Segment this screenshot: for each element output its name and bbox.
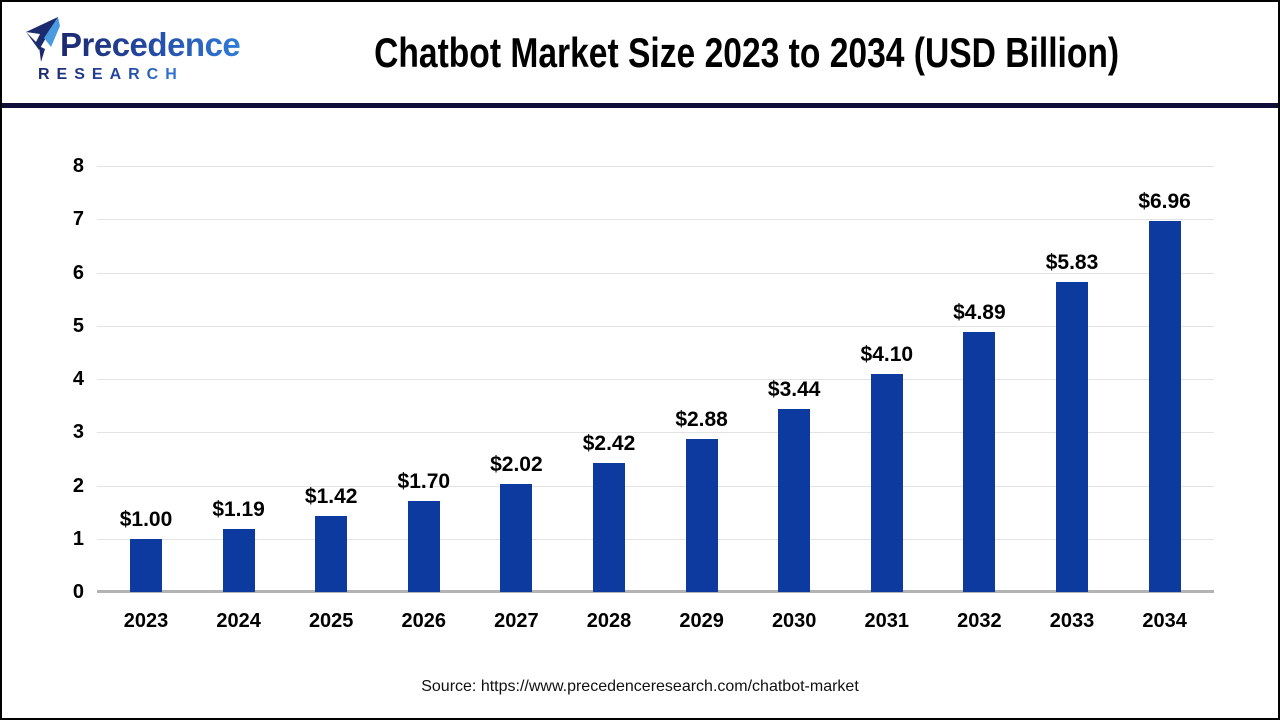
- bar-2028: [593, 463, 625, 592]
- bar-2030: [778, 408, 811, 592]
- bar-2025: [315, 516, 348, 592]
- gridline: [97, 485, 1214, 487]
- chart-title: Chatbot Market Size 2023 to 2034 (USD Bi…: [374, 28, 1120, 76]
- y-axis-tick-label: 2: [72, 474, 84, 497]
- x-axis-tick-label: 2025: [308, 610, 354, 632]
- header-divider: [2, 103, 1278, 108]
- gridline: [97, 432, 1214, 434]
- source-citation: Source: https://www.precedenceresearch.c…: [421, 678, 859, 695]
- bar-value-label: $3.44: [767, 377, 821, 401]
- bar-value-label: $4.89: [953, 300, 1006, 324]
- precedence-research-logo: Precedence RESEARCH: [24, 17, 241, 90]
- bar-2034: [1148, 221, 1181, 592]
- bar-value-label: $2.02: [490, 453, 543, 477]
- gridline: [97, 219, 1214, 221]
- bar-value-label: $1.42: [304, 485, 358, 509]
- bar-value-label: $6.96: [1138, 190, 1191, 214]
- x-axis-baseline: [97, 590, 1214, 593]
- bar-2031: [870, 373, 903, 592]
- bar-2026: [407, 501, 440, 592]
- bar-2023: [130, 538, 162, 592]
- title-container: Chatbot Market Size 2023 to 2034 (USD Bi…: [232, 2, 1262, 103]
- x-axis-tick-label: 2032: [957, 610, 1002, 632]
- logo-wordmark: Precedence: [60, 26, 241, 63]
- x-axis-tick-label: 2029: [679, 610, 724, 632]
- y-axis-tick-label: 7: [72, 208, 84, 231]
- bar-value-label: $1.00: [119, 507, 173, 531]
- x-axis-tick-label: 2028: [586, 610, 632, 632]
- y-axis-tick-label: 1: [72, 527, 84, 550]
- header: Precedence RESEARCH Chatbot Market Size …: [2, 2, 1278, 108]
- x-axis-tick-label: 2033: [1049, 610, 1095, 632]
- plot-area: $1.00 2023 $1.19 2024 $1.42 2025 $1.70 2026 $2.0…: [97, 166, 1214, 632]
- y-axis-tick-label: 8: [72, 155, 84, 177]
- bar-2032: [963, 331, 996, 592]
- bar-value-label: $2.88: [675, 407, 728, 431]
- gridline: [97, 379, 1214, 380]
- y-axis-tick-label: 4: [72, 368, 84, 390]
- x-axis-tick-label: 2034: [1142, 610, 1187, 632]
- bar-2033: [1056, 281, 1088, 592]
- bar-2027: [500, 484, 533, 592]
- gridline: [97, 325, 1214, 327]
- x-axis-tick-label: 2031: [864, 610, 910, 632]
- bar-value-label: $2.42: [582, 432, 636, 456]
- y-axis-tick-label: 3: [72, 421, 84, 444]
- y-axis-tick-label: 0: [72, 581, 84, 603]
- bar-2029: [685, 438, 718, 592]
- bar-2024: [222, 528, 255, 592]
- gridline: [97, 166, 1214, 167]
- x-axis-tick-label: 2023: [123, 610, 169, 632]
- y-axis-tick-label: 5: [72, 314, 84, 337]
- y-axis: 0 1 2 3 4 5 6 7 8: [40, 155, 84, 603]
- x-axis-tick-label: 2024: [216, 610, 261, 632]
- bar-value-label: $1.70: [397, 470, 451, 494]
- paper-plane-icon: [26, 17, 60, 62]
- bar-value-label: $1.19: [212, 497, 265, 521]
- x-axis-tick-label: 2027: [494, 610, 539, 632]
- y-axis-tick-label: 6: [72, 261, 84, 284]
- x-axis-tick-label: 2030: [771, 610, 817, 632]
- bar-value-label: $4.10: [860, 342, 914, 366]
- gridline: [97, 272, 1214, 274]
- x-axis-tick-label: 2026: [401, 610, 447, 632]
- bar-value-label: $5.83: [1045, 250, 1099, 274]
- gridline: [97, 538, 1214, 540]
- logo-subtitle: RESEARCH: [38, 66, 184, 83]
